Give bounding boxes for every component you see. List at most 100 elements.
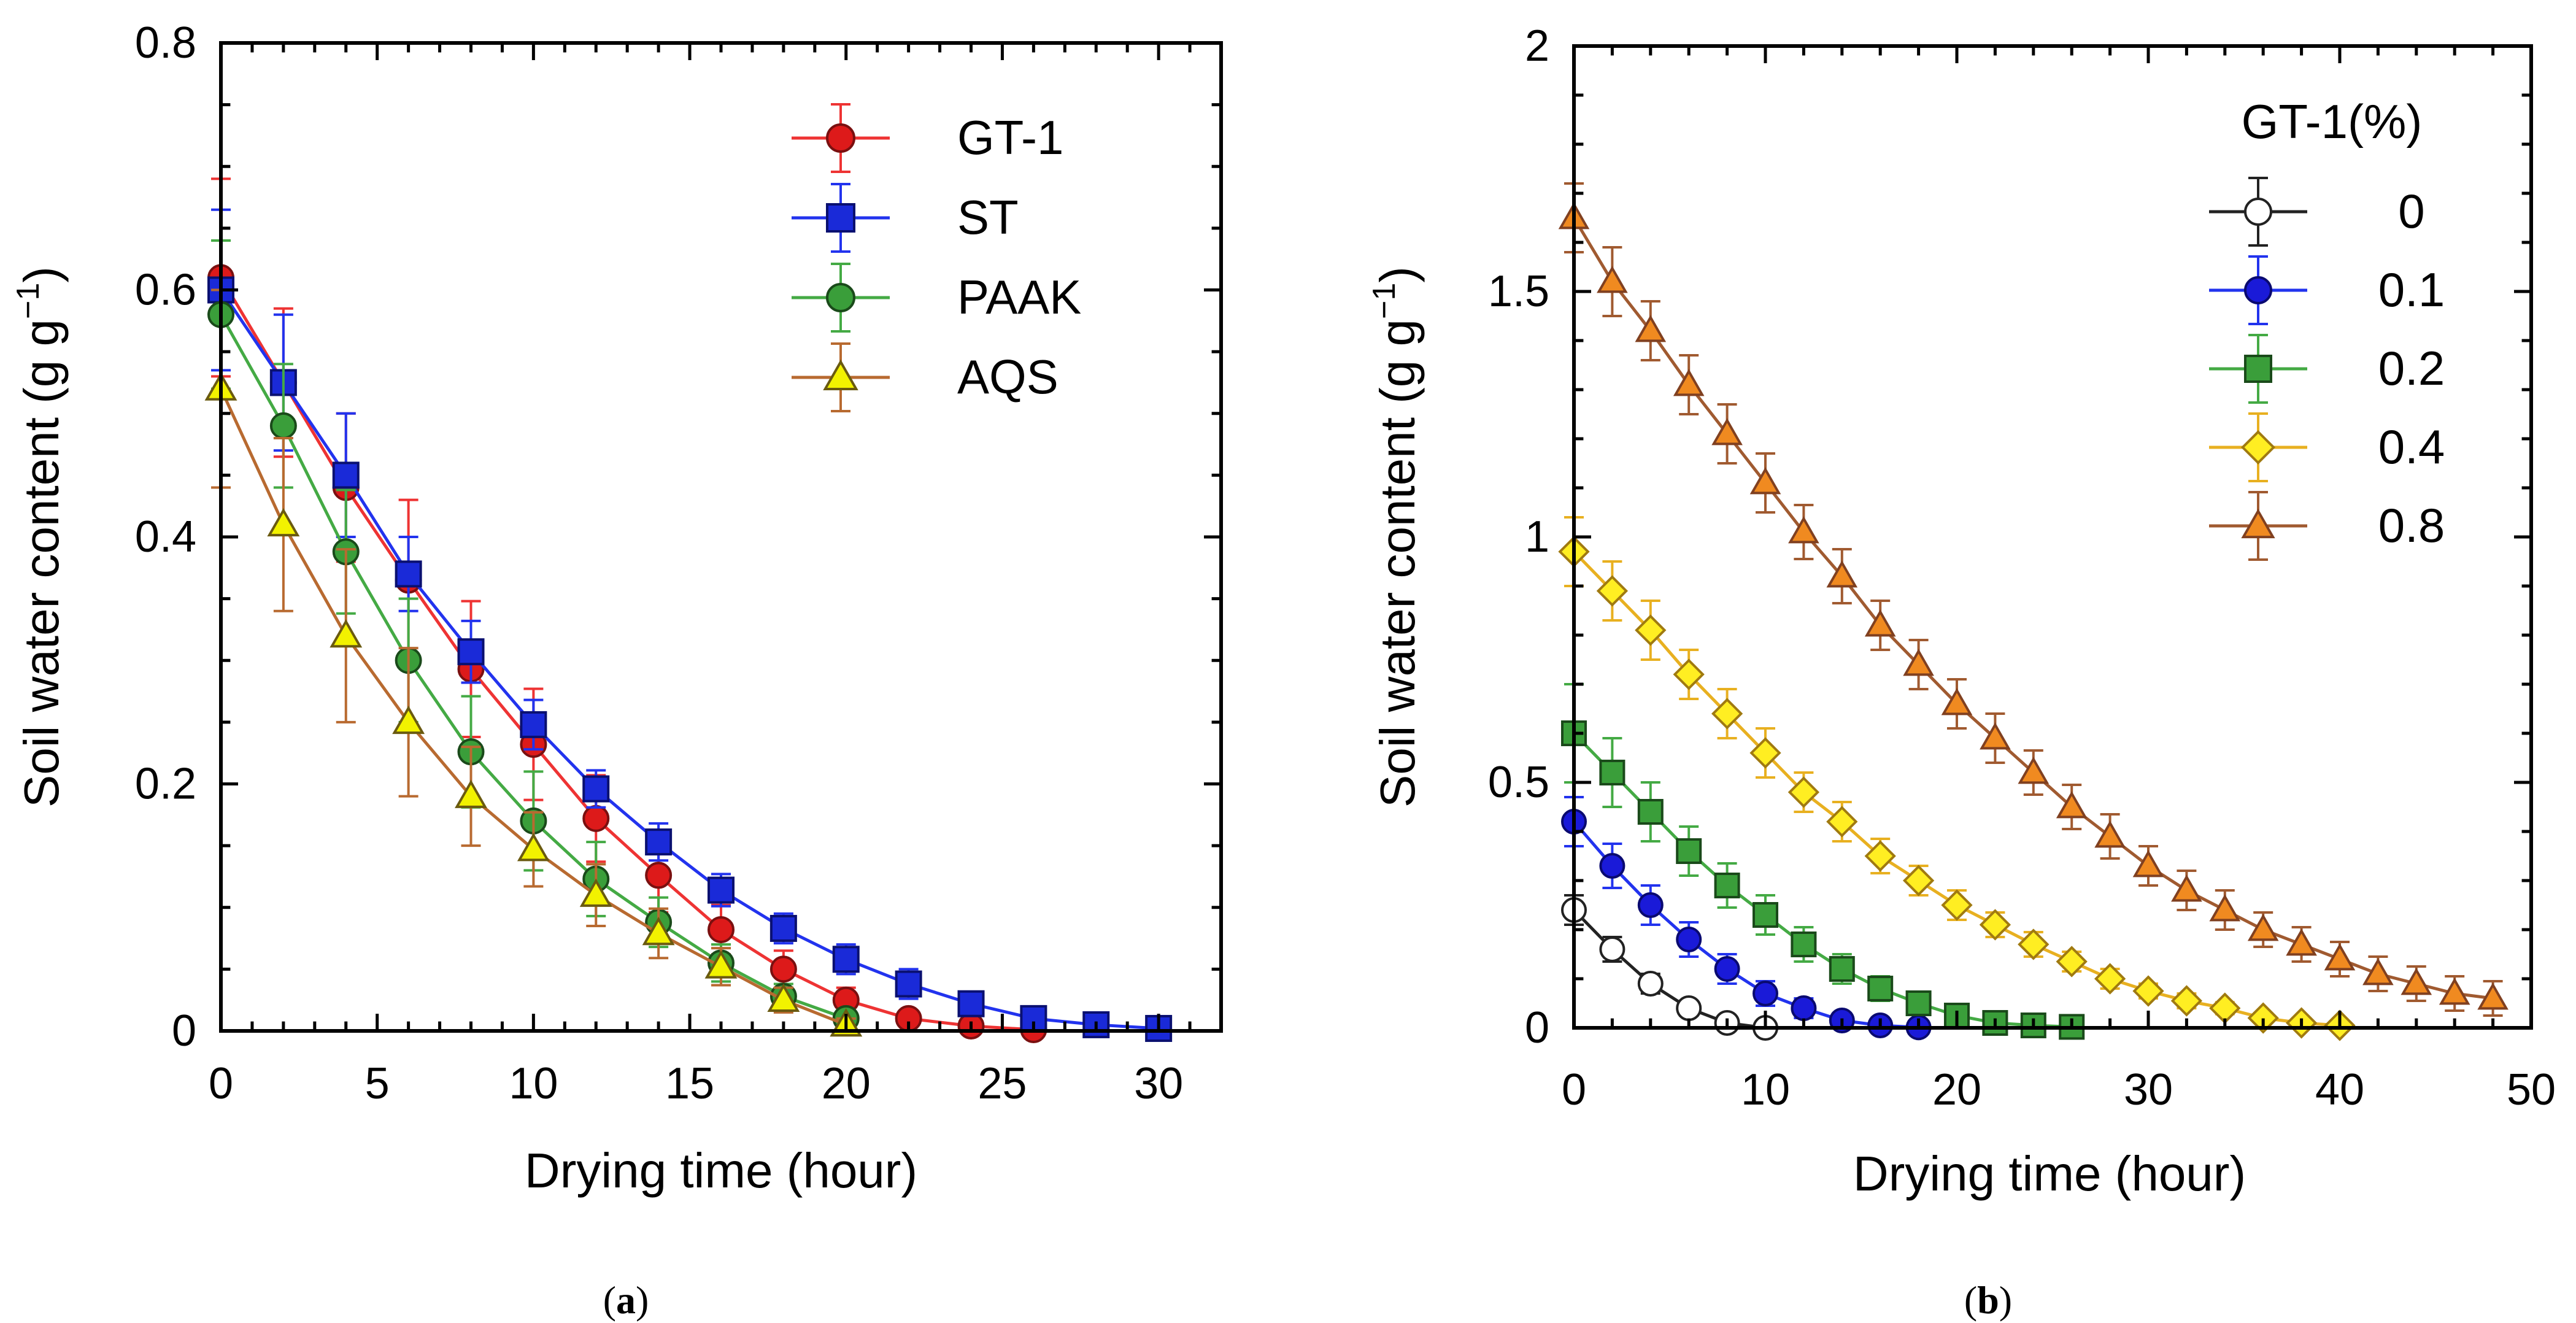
- panel-b-series-0-8-point: [2324, 943, 2356, 971]
- panel-a-series-st-point: [332, 461, 360, 489]
- panel-a-series-aqs-point: [642, 916, 675, 946]
- panel-a-series-gt-1-point: [645, 862, 673, 889]
- panel-a-series-paak-line: [219, 314, 847, 1020]
- panel-a-series-aqs-point: [704, 950, 738, 979]
- panel-a-legend-st-marker: [826, 203, 855, 233]
- panel-b-x-tick-label: 20: [1932, 1065, 1981, 1114]
- panel-a-series-st-point: [769, 914, 797, 942]
- panel-b-y-axis-title-close: ): [1370, 266, 1425, 283]
- panel-b-series-0-8-line: [1572, 217, 2493, 1000]
- panel-b-series-0-4-point: [1979, 909, 2011, 941]
- panel-a-y-axis-title-sup: −1: [10, 283, 46, 319]
- panel-b-y-tick-label: 1.5: [1488, 267, 1549, 316]
- panel-b-y-tick-label: 0.5: [1488, 758, 1549, 807]
- panel-a-series-st-point: [582, 775, 610, 803]
- panel-b-series-0-4-point: [2247, 1002, 2279, 1034]
- panel-a-series-st-line: [219, 289, 1159, 1030]
- panel-b-y-tick-label: 0: [1525, 1003, 1549, 1052]
- panel-b-legend-0-2-label: 0.2: [2378, 341, 2445, 395]
- panel-a-caption-letter: a: [616, 1278, 636, 1322]
- panel-b-legend-0-8-label: 0.8: [2378, 498, 2445, 552]
- panel-a-series-gt-1-point: [708, 916, 735, 943]
- panel-a-legend-paak-label: PAAK: [957, 270, 1081, 324]
- panel-a-x-tick-label: 25: [978, 1059, 1027, 1108]
- panel-b-y-axis-title-main: Soil water content (g g: [1370, 319, 1425, 808]
- panel-a-series-aqs-point: [392, 705, 425, 735]
- panel-b-series-0-8: [1558, 182, 2509, 1017]
- panel-b-ticks: 0 10 20 30 40 50 0 0.5 1 1.5 2: [1488, 21, 2556, 1114]
- panel-b-caption: (b): [1964, 1278, 2012, 1322]
- panel-b-series-0-8-point: [2247, 914, 2279, 941]
- panel-b-series-0-2-point: [1599, 760, 1625, 785]
- panel-b-x-tick-label: 50: [2507, 1065, 2556, 1114]
- panel-b-series-0-8-point: [2286, 928, 2317, 956]
- panel-a-series-aqs-point: [455, 779, 487, 808]
- panel-b-series-0-4-point: [2094, 963, 2126, 995]
- panel-b-series-0-8-point: [1635, 315, 1667, 342]
- panel-b-series-0-1-point: [1791, 995, 1817, 1021]
- panel-a-series-aqs-point: [517, 833, 550, 862]
- panel-a-legend-paak-marker: [826, 283, 855, 312]
- panel-a-x-tick-label: 20: [822, 1059, 871, 1108]
- panel-b-series-0-4-point: [2170, 985, 2203, 1017]
- panel-a-series-paak: [207, 239, 860, 1032]
- panel-b-series-0-8-point: [1711, 418, 1743, 446]
- panel-b-series-0-point: [1676, 995, 1702, 1021]
- panel-a-ticks: 0 5 10 15 20 25 30 0 0.2 0.4 0.6 0.8: [135, 18, 1223, 1108]
- panel-a-legend-gt-1-marker: [826, 123, 855, 153]
- panel-a-series-aqs-point: [767, 983, 800, 1012]
- panel-b-legend-0-marker: [2244, 198, 2272, 226]
- panel-b-series-0-8-point: [2056, 791, 2088, 819]
- panel-b-series-0-2-point: [1637, 799, 1664, 825]
- panel-b-series-0-4-point: [1749, 737, 1781, 769]
- panel-a-y-tick-label: 0.2: [135, 760, 196, 809]
- panel-b-series-0-8-point: [1903, 649, 1934, 676]
- panel-b-series-0-8-point: [2439, 978, 2470, 1005]
- panel-b-x-tick-label: 10: [1741, 1065, 1790, 1114]
- panel-b-series-0-8-point: [1673, 369, 1705, 396]
- panel-b-series-0-4-point: [1711, 698, 1743, 730]
- panel-b-series-0-4-point: [1941, 889, 1973, 921]
- panel-a-y-tick-label: 0.8: [135, 18, 196, 68]
- panel-a-legend-gt-1-label: GT-1: [957, 110, 1063, 164]
- panel-b-x-axis-title: Drying time (hour): [1853, 1146, 2246, 1201]
- panel-a-series-gt-1-point: [582, 804, 610, 832]
- panel-b-legend-title: GT-1(%): [2242, 94, 2423, 148]
- panel-b-series-0-8-point: [2132, 850, 2164, 878]
- panel-b-y-tick-label: 2: [1525, 21, 1549, 71]
- panel-b-series-0-8-point: [2401, 968, 2432, 995]
- panel-a-series-aqs-point: [267, 507, 300, 537]
- panel-b-caption-letter: b: [1977, 1278, 1999, 1322]
- panel-b-series-0-8-point: [2018, 757, 2050, 784]
- panel-b-series-0-4-point: [1902, 865, 1935, 897]
- panel-b-x-tick-label: 30: [2124, 1065, 2173, 1114]
- panel-b-series-layer: [1558, 182, 2509, 1041]
- panel-b-series-0-8-point: [1826, 560, 1858, 588]
- panel-b-series-0-1-point: [1637, 892, 1664, 918]
- panel-a-x-tick-label: 15: [665, 1059, 714, 1108]
- panel-a-legend-st-label: ST: [957, 190, 1019, 244]
- panel-b-series-0-8-point: [1864, 609, 1896, 637]
- panel-b-series-0-8-point: [1788, 516, 1819, 544]
- panel-b-series-0-8-point: [2209, 894, 2241, 922]
- panel-b-series-0-4-point: [1826, 806, 1858, 838]
- panel-b-legend-0-1-marker: [2244, 276, 2272, 304]
- panel-a-series-paak-point: [269, 412, 297, 439]
- panel-b-series-0-2-point: [1905, 990, 1932, 1016]
- panel-b-series-0-4-point: [2132, 975, 2164, 1007]
- panel-a-series-st-point: [895, 970, 922, 998]
- panel-b-series-0-4-point: [1596, 575, 1629, 607]
- panel-b-series-0-2-point: [1676, 838, 1702, 864]
- panel-a-x-tick-label: 30: [1134, 1059, 1183, 1108]
- panel-b-series-0-1-point: [1676, 927, 1702, 952]
- panel-a-series-st-point: [520, 711, 547, 738]
- panel-a-series-st-point: [1082, 1011, 1110, 1038]
- panel-a-legend-aqs-marker: [823, 359, 858, 390]
- panel-b-series-0-4-point: [2018, 928, 2050, 960]
- panel-a-y-tick-label: 0: [172, 1006, 196, 1055]
- panel-b-series-0-4-point: [2209, 992, 2241, 1024]
- panel-b-series-0-4-point: [1635, 614, 1667, 646]
- panel-b-series-0-8-point: [1597, 266, 1628, 293]
- panel-a-x-axis-title: Drying time (hour): [525, 1143, 917, 1198]
